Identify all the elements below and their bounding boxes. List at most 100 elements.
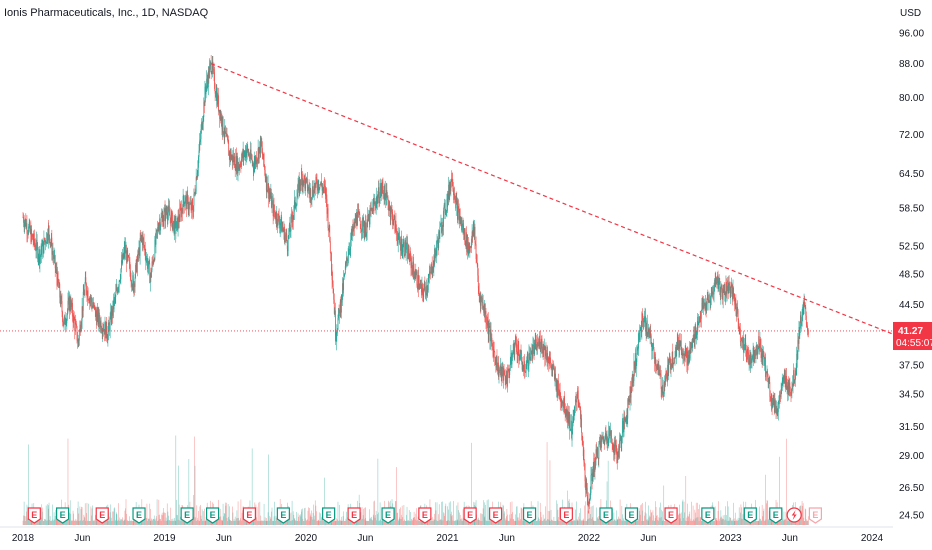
event-marker[interactable] [786,507,802,523]
volume-bar [546,442,548,525]
volume-bar [94,520,96,525]
earnings-marker[interactable]: E [743,507,757,524]
candle-body [728,284,730,293]
volume-bar [786,520,788,525]
candle-body [717,275,719,290]
candle-body [83,291,85,295]
earnings-marker[interactable]: E [624,507,639,524]
volume-bar [733,502,734,525]
volume-bar [228,516,230,525]
earnings-marker[interactable]: E [95,507,109,524]
candle-body [767,376,769,383]
candle-body [528,353,530,366]
candle-body [243,153,245,158]
volume-bar [156,516,157,525]
volume-bar [689,511,691,525]
candle-body [210,71,212,73]
volume-bar [218,519,220,525]
candle-body [143,240,145,247]
volume-bar [256,506,258,525]
candle-body [149,273,151,278]
candle-body [517,344,519,355]
candle-body [77,340,78,342]
candle-body [434,248,436,254]
volume-bar [71,520,73,525]
earnings-marker[interactable]: E [418,507,432,524]
volume-bar [772,519,774,525]
candle-body [402,244,404,253]
volume-bar [662,520,664,525]
candle-body [267,183,269,191]
candle-body [479,296,481,306]
volume-bar [460,519,462,525]
candle-body [755,348,757,356]
volume-bar [480,520,482,525]
volume-bar [39,520,40,525]
candle-body [776,406,778,416]
volume-bar [459,512,461,525]
candle-body [239,163,241,166]
earnings-marker[interactable]: E [56,507,70,524]
volume-bar [460,518,462,525]
earnings-marker[interactable]: E [180,507,194,524]
earnings-marker[interactable]: E [769,507,783,524]
volume-bar [573,519,575,525]
volume-bar [490,520,492,525]
volume-bar [594,520,596,525]
candle-body [382,185,384,193]
candle-body [28,222,30,227]
volume-bar [577,520,578,525]
volume-bar [277,520,279,525]
earnings-marker[interactable]: E [808,507,822,524]
candle-body [140,238,142,240]
volume-bar [307,510,309,525]
earnings-marker[interactable]: E [664,507,678,524]
volume-bar [343,520,345,525]
trendline-drawing[interactable] [0,63,902,339]
earnings-marker[interactable]: E [463,507,477,524]
earnings-marker[interactable]: E [701,507,715,524]
earnings-marker[interactable]: E [322,507,336,524]
candle-body [634,363,636,370]
earnings-marker[interactable]: E [599,507,613,524]
volume-bar [595,520,597,525]
volume-bar [406,506,408,525]
volume-bar [372,514,374,525]
volume-bar [687,515,689,525]
candle-body [615,440,616,447]
volume-bar [305,520,307,525]
candle-body [738,327,740,329]
earnings-marker[interactable]: E [242,507,256,524]
candle-body [759,339,761,349]
earnings-marker-shape [242,507,256,524]
earnings-marker[interactable]: E [206,507,220,524]
trendline[interactable] [210,63,902,339]
earnings-marker[interactable]: E [132,507,146,524]
earnings-marker[interactable]: E [381,507,395,524]
earnings-marker[interactable]: E [489,507,503,524]
volume-bar [264,517,266,525]
candle-body [707,297,709,300]
candle-body [305,177,307,179]
earnings-marker[interactable]: E [522,507,537,524]
candle-body [805,315,807,325]
volume-bar [638,519,639,525]
candle-body [48,225,50,236]
candle-body [608,426,610,432]
volume-bar [740,512,741,525]
candle-body [724,291,726,297]
earnings-marker[interactable]: E [276,507,290,524]
earnings-marker[interactable]: E [347,507,361,524]
earnings-marker[interactable]: E [27,507,41,524]
volume-bar [90,506,92,525]
candle-body [460,217,462,224]
candle-body [277,213,279,226]
candle-body [203,101,205,118]
volume-bar [338,520,339,525]
candle-body [153,259,155,264]
earnings-marker[interactable]: E [559,507,573,524]
volume-bar [256,517,257,525]
candle-body [462,223,463,226]
